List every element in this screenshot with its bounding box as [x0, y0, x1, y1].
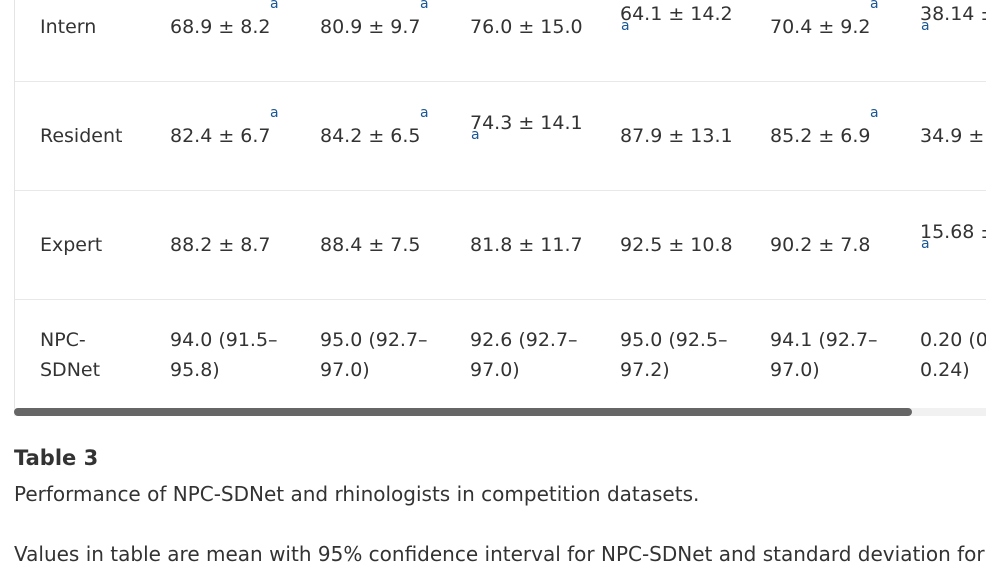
footnote-marker-link[interactable]: a — [419, 0, 429, 12]
scrollbar-thumb[interactable] — [14, 408, 912, 416]
cell-value: 90.2 ± 7.8 — [770, 234, 871, 256]
cell-value: 88.2 ± 8.7 — [170, 234, 271, 256]
cell-value: 38.14 ± — [920, 2, 986, 25]
cell-value: 68.9 ± 8.2 — [170, 15, 271, 38]
footnote-marker-link[interactable]: a — [419, 105, 429, 121]
footnote-marker-link[interactable]: a — [269, 0, 279, 12]
table-caption-text: Performance of NPC-SDNet and rhinologist… — [14, 482, 700, 506]
cell-value: 82.4 ± 6.7 — [170, 125, 271, 147]
cell-value: 81.8 ± 11.7 — [470, 234, 583, 256]
cell-value: 92.6 (92.7–97.0) — [470, 329, 578, 381]
horizontal-scrollbar[interactable] — [14, 408, 986, 416]
performance-table: Intern 68.9 ± 8.2 a 80.9 ± 9.7 a 76.0 ± 15… — [15, 0, 986, 410]
row-label: Resident — [15, 81, 165, 191]
cell-value: 76.0 ± 15.0 — [470, 15, 583, 38]
footnote-marker-link[interactable]: a — [869, 105, 879, 121]
cell-value: 95.0 (92.7–97.0) — [320, 329, 428, 381]
cell-value: 80.9 ± 9.7 — [320, 15, 421, 38]
table-row-resident: Resident 82.4 ± 6.7 a 84.2 ± 6.5 a 74.3 ± … — [15, 81, 986, 191]
table-frame: Intern 68.9 ± 8.2 a 80.9 ± 9.7 a 76.0 ± 15… — [14, 0, 986, 410]
cell-value: 94.0 (91.5–95.8) — [170, 329, 278, 381]
footnote-marker-link[interactable]: a — [269, 105, 279, 121]
table-footnote: Values in table are mean with 95% confid… — [14, 542, 985, 566]
footnote-marker-link[interactable]: a — [921, 17, 930, 34]
cell-value: 85.2 ± 6.9 — [770, 125, 871, 147]
cell-value: 88.4 ± 7.5 — [320, 234, 421, 256]
cell-value: 15.68 ± — [920, 221, 986, 243]
footnote-marker-link[interactable]: a — [921, 236, 930, 252]
cell-value: 87.9 ± 13.1 — [620, 125, 733, 147]
cell-value: 74.3 ± 14.1 — [470, 112, 583, 134]
footnote-marker-link[interactable]: a — [869, 0, 879, 12]
cell-value: 64.1 ± 14.2 — [620, 2, 733, 25]
cell-value: 95.0 (92.5–97.2) — [620, 329, 728, 381]
table-row-expert: Expert 88.2 ± 8.7 88.4 ± 7.5 81.8 ± 11.7… — [15, 190, 986, 300]
table-scroll-container[interactable]: Intern 68.9 ± 8.2 a 80.9 ± 9.7 a 76.0 ± 15… — [14, 0, 986, 410]
table-caption-label: Table 3 — [14, 446, 99, 470]
cell-value: 94.1 (92.7–97.0) — [770, 329, 878, 381]
table-row-npc-sdnet: NPC-SDNet 94.0 (91.5–95.8) 95.0 (92.7–97… — [15, 300, 986, 411]
cell-value: 0.20 (0.15–0.24) — [920, 329, 986, 381]
footnote-marker-link[interactable]: a — [621, 17, 630, 34]
table-row-intern: Intern 68.9 ± 8.2 a 80.9 ± 9.7 a 76.0 ± 15… — [15, 0, 986, 82]
footnote-marker-link[interactable]: a — [471, 127, 480, 143]
row-label: Intern — [15, 0, 165, 82]
cell-value: 84.2 ± 6.5 — [320, 125, 421, 147]
cell-value: 34.9 ± 2 — [920, 125, 986, 147]
cell-value: 70.4 ± 9.2 — [770, 15, 871, 38]
cell-value: 92.5 ± 10.8 — [620, 234, 733, 256]
row-label: Expert — [15, 190, 165, 300]
row-label: NPC-SDNet — [40, 329, 101, 381]
